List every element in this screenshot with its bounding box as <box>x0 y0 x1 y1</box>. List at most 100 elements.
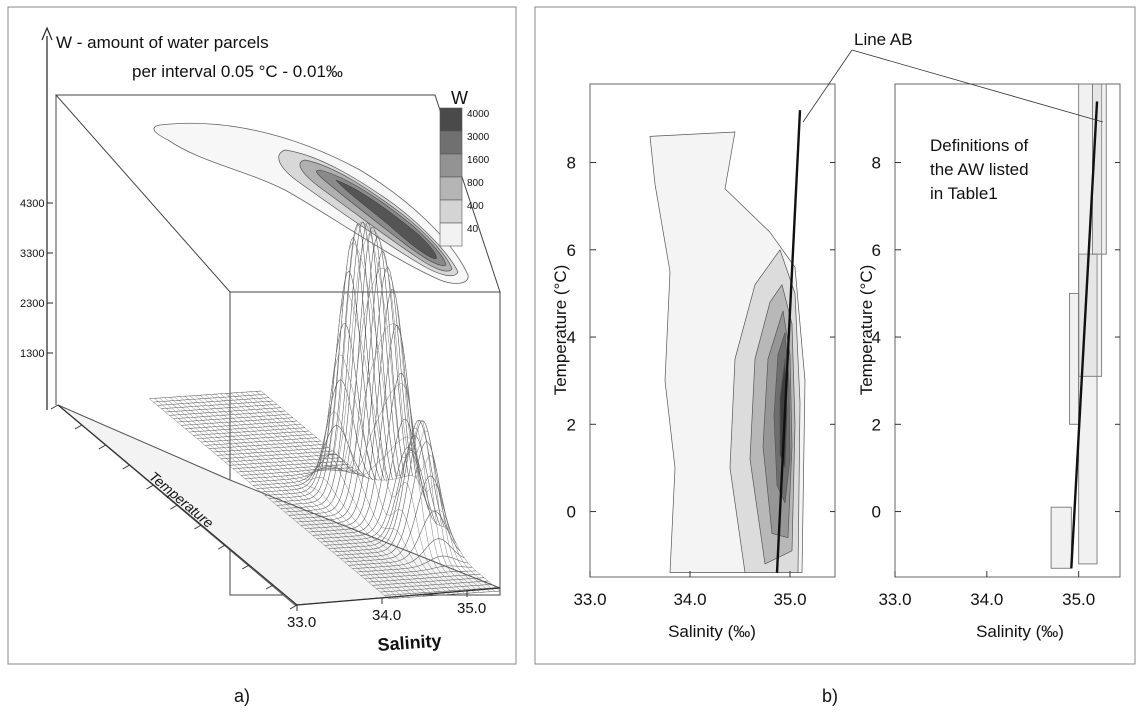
y-tick-label: 6 <box>567 241 576 260</box>
y-tick-label: 0 <box>872 503 881 522</box>
surface-title-line1: W - amount of water parcels <box>56 33 269 52</box>
y-tick-label: 4 <box>567 328 576 347</box>
temperature-axis-tick <box>218 544 226 550</box>
surface-grid-line <box>230 221 470 594</box>
legend-level-label: 3000 <box>467 132 490 143</box>
temperature-axis-tick <box>122 464 130 470</box>
y-tick-label: 0 <box>567 503 576 522</box>
legend-swatch <box>439 107 463 132</box>
panel-a-frame <box>7 6 517 665</box>
temperature-axis-tick <box>74 424 83 430</box>
panel-b-box-plot: 0 2 4 6 8 33.0 34.0 35.0 Definitions of the AW … <box>857 83 1121 641</box>
panel-a-surface-plot: W - amount of water parcels per interval… <box>20 26 501 655</box>
contour-plot-xlabel: Salinity (‰) <box>668 622 756 641</box>
surface-grid-line <box>154 398 394 599</box>
salinity-axis-ticks: 33.0 34.0 35.0 <box>287 591 486 631</box>
contour-fills <box>649 110 806 573</box>
temperature-axis-ticks <box>50 404 298 610</box>
legend-level-label: 800 <box>467 178 484 189</box>
box-plot-frame <box>894 83 1121 578</box>
surface-grid-line <box>159 397 399 599</box>
surface-grid-line <box>220 291 460 594</box>
line-ab-callout-2 <box>851 49 1104 123</box>
projection-contour-3000 <box>335 179 437 260</box>
x-tick-label: 33.0 <box>878 590 911 609</box>
x-tick-label: 34.0 <box>673 590 706 609</box>
surface-grid-line <box>245 323 485 593</box>
annotation-line1: Definitions of <box>930 136 1029 155</box>
surface-grid-line <box>199 395 440 596</box>
temperature-axis-tick <box>170 504 178 510</box>
legend-swatch <box>439 176 463 201</box>
surface-grid-line <box>169 397 409 598</box>
surface-grid-line <box>210 394 450 595</box>
legend-swatch <box>439 153 463 178</box>
w-axis-tick-label: 3300 <box>20 248 44 260</box>
legend-level-label: 1600 <box>467 155 490 166</box>
surface-grid-line <box>149 398 389 599</box>
y-tick-label: 2 <box>872 415 881 434</box>
annotation-line2: the AW listed <box>930 160 1029 179</box>
legend-title: W <box>451 88 468 108</box>
surface-grid-line <box>189 395 430 597</box>
line-ab-callout-1 <box>802 49 853 123</box>
surface-grid-line <box>225 241 465 594</box>
temperature-axis-tick <box>50 404 59 410</box>
temperature-axis-tick <box>241 564 250 570</box>
salinity-axis-tick-label: 34.0 <box>372 607 401 624</box>
annotation-line3: in Table1 <box>930 184 998 203</box>
y-tick-label: 4 <box>872 328 881 347</box>
aw-definition-box <box>1069 292 1080 425</box>
aw-definition-boxes <box>1050 83 1107 569</box>
box-plot-xlabel: Salinity (‰) <box>976 622 1064 641</box>
line-ab-label: Line AB <box>854 30 913 49</box>
surface-grid-line <box>240 268 480 593</box>
surface-grid-line <box>235 230 475 593</box>
x-tick-label: 35.0 <box>1062 590 1095 609</box>
temperature-axis-tick <box>289 604 298 610</box>
legend-swatch <box>439 199 463 224</box>
legend-level-label: 40 <box>467 224 479 235</box>
x-tick-label: 33.0 <box>573 590 606 609</box>
salinity-axis-label: Salinity <box>377 631 442 655</box>
legend-swatch <box>439 130 463 155</box>
surface-grid-line <box>184 396 425 597</box>
temperature-axis-tick <box>265 584 274 590</box>
legend: 4000 3000 1600 800 400 40 <box>439 107 490 247</box>
x-tick-label: 35.0 <box>773 590 806 609</box>
surface-grid-line <box>255 391 496 592</box>
salinity-axis-tick-label: 33.0 <box>287 614 316 631</box>
surface-title-line2: per interval 0.05 °C - 0.01‰ <box>132 62 343 81</box>
w-axis-tick-label: 2300 <box>20 298 44 310</box>
line-ab <box>1070 101 1099 569</box>
surface-grid-line <box>194 395 435 596</box>
legend-swatch <box>439 222 463 247</box>
y-tick-label: 8 <box>872 154 881 173</box>
surface-grid-line <box>260 390 501 592</box>
temperature-axis-tick <box>146 484 154 490</box>
surface-grid-line <box>164 397 404 598</box>
panel-label-b: b) <box>822 686 838 706</box>
panel-b-frame <box>534 6 1136 665</box>
surface-grid-line <box>174 396 414 598</box>
aw-definition-box <box>1050 506 1072 569</box>
panel-b-contour-plot: 0 2 4 6 8 33.0 34.0 35.0 Temperature (°C) Salin… <box>551 83 836 641</box>
box-plot-axes: 0 2 4 6 8 33.0 34.0 35.0 <box>872 154 1120 609</box>
contour-plot-ylabel: Temperature (°C) <box>551 265 570 396</box>
y-tick-label: 6 <box>872 241 881 260</box>
wireframe-surface <box>149 221 501 599</box>
surface-grid-line <box>250 382 491 592</box>
temperature-axis-tick <box>194 524 202 530</box>
y-tick-label: 2 <box>567 415 576 434</box>
panel-label-a: a) <box>234 686 250 706</box>
salinity-axis-tick-label: 35.0 <box>457 600 486 617</box>
legend-level-label: 400 <box>467 201 484 212</box>
w-axis-ticks: 4300 3300 2300 1300 <box>20 198 53 360</box>
legend-level-label: 4000 <box>467 109 490 120</box>
surface-grid-line <box>179 396 419 597</box>
w-axis-arrow <box>41 26 53 41</box>
y-tick-label: 8 <box>567 154 576 173</box>
w-axis-tick-label: 4300 <box>20 198 44 210</box>
x-tick-label: 34.0 <box>970 590 1003 609</box>
